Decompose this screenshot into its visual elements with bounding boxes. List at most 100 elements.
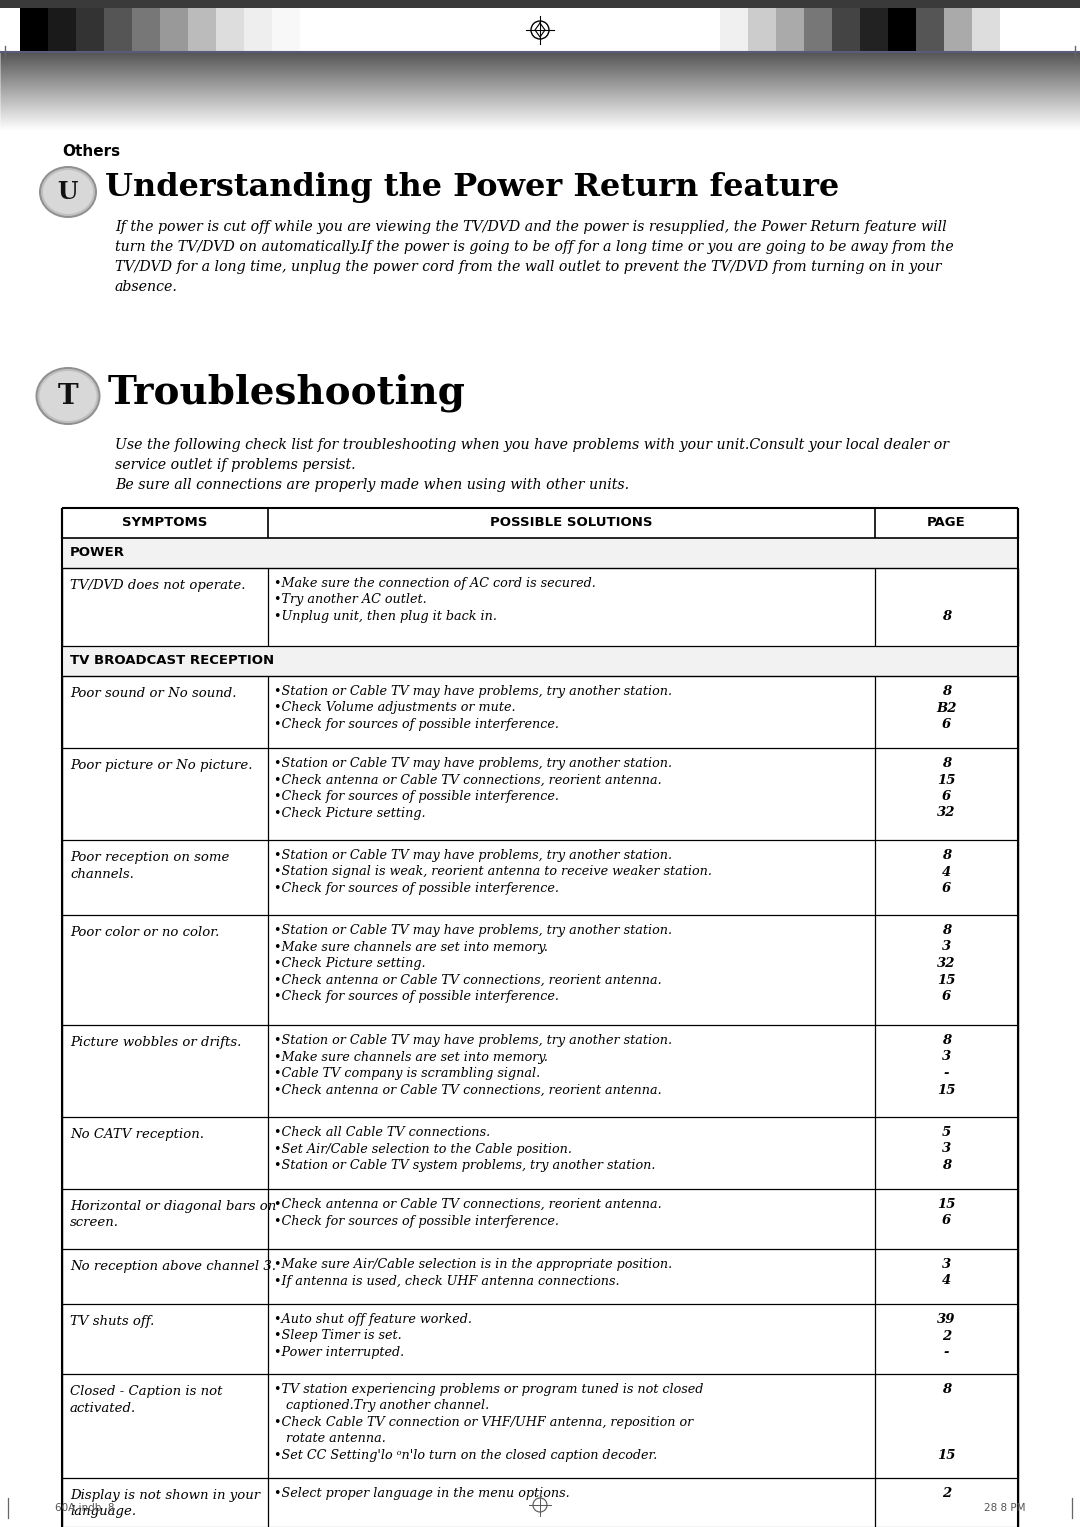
Text: No CATV reception.: No CATV reception. — [70, 1128, 204, 1141]
Bar — [160, 8, 188, 52]
Text: •Make sure channels are set into memory.: •Make sure channels are set into memory. — [273, 1051, 548, 1063]
Text: •Auto shut off feature worked.: •Auto shut off feature worked. — [273, 1313, 471, 1325]
Text: 8: 8 — [942, 757, 950, 770]
Bar — [272, 8, 300, 52]
Text: 39: 39 — [937, 1313, 956, 1325]
Bar — [944, 8, 972, 52]
Text: •Try another AC outlet.: •Try another AC outlet. — [273, 594, 427, 606]
Text: •Set Air/Cable selection to the Cable position.: •Set Air/Cable selection to the Cable po… — [273, 1142, 571, 1156]
Text: 8: 8 — [942, 1034, 950, 1048]
Bar — [76, 8, 104, 52]
Text: 8: 8 — [942, 1159, 950, 1173]
Text: Poor color or no color.: Poor color or no color. — [70, 925, 219, 939]
Text: •Station or Cable TV may have problems, try another station.: •Station or Cable TV may have problems, … — [273, 686, 672, 698]
Text: •Check for sources of possible interference.: •Check for sources of possible interfere… — [273, 989, 558, 1003]
Ellipse shape — [38, 370, 98, 423]
Text: •Power interrupted.: •Power interrupted. — [273, 1345, 404, 1359]
Bar — [832, 8, 860, 52]
Text: 28 8 PM: 28 8 PM — [984, 1503, 1025, 1513]
Text: Horizontal or diagonal bars on
screen.: Horizontal or diagonal bars on screen. — [70, 1200, 276, 1229]
Text: 2: 2 — [942, 1330, 950, 1342]
Text: SYMPTOMS: SYMPTOMS — [122, 516, 207, 530]
Text: 15: 15 — [937, 1449, 956, 1461]
Text: •Check Picture setting.: •Check Picture setting. — [273, 957, 426, 970]
Text: •Cable TV company is scrambling signal.: •Cable TV company is scrambling signal. — [273, 1067, 540, 1080]
Text: 6: 6 — [942, 1214, 950, 1228]
Text: PAGE: PAGE — [927, 516, 966, 530]
Text: 8: 8 — [942, 609, 950, 623]
Text: •Check all Cable TV connections.: •Check all Cable TV connections. — [273, 1125, 489, 1139]
Text: •Select proper language in the menu options.: •Select proper language in the menu opti… — [273, 1487, 569, 1500]
Text: Closed - Caption is not
activated.: Closed - Caption is not activated. — [70, 1385, 222, 1414]
Text: No reception above channel 3.: No reception above channel 3. — [70, 1260, 276, 1274]
Bar — [0, 0, 1080, 8]
Text: 15: 15 — [937, 774, 956, 786]
Text: Poor sound or No sound.: Poor sound or No sound. — [70, 687, 237, 699]
Text: •Set CC Setting'lo ᵒn'lo turn on the closed caption decoder.: •Set CC Setting'lo ᵒn'lo turn on the clo… — [273, 1449, 657, 1461]
Text: TV BROADCAST RECEPTION: TV BROADCAST RECEPTION — [70, 655, 274, 667]
Text: •Check antenna or Cable TV connections, reorient antenna.: •Check antenna or Cable TV connections, … — [273, 974, 661, 986]
Ellipse shape — [40, 371, 96, 421]
Text: 3: 3 — [942, 1142, 950, 1156]
Bar — [132, 8, 160, 52]
Bar — [62, 538, 1018, 568]
Text: T: T — [57, 382, 79, 409]
Bar — [748, 8, 777, 52]
Bar — [916, 8, 944, 52]
Bar — [104, 8, 132, 52]
Text: Troubleshooting: Troubleshooting — [108, 373, 465, 411]
Bar — [777, 8, 804, 52]
Text: •Check for sources of possible interference.: •Check for sources of possible interfere… — [273, 718, 558, 731]
Text: 15: 15 — [937, 1084, 956, 1096]
Text: 4: 4 — [942, 1275, 950, 1287]
Ellipse shape — [36, 366, 100, 425]
Bar — [972, 8, 1000, 52]
Text: 3: 3 — [942, 1258, 950, 1270]
Text: 6: 6 — [942, 989, 950, 1003]
Text: -: - — [944, 1345, 949, 1359]
Bar — [720, 8, 748, 52]
Text: •If antenna is used, check UHF antenna connections.: •If antenna is used, check UHF antenna c… — [273, 1275, 619, 1287]
Text: Display is not shown in your
language.: Display is not shown in your language. — [70, 1489, 260, 1518]
Bar — [860, 8, 888, 52]
Text: •Station or Cable TV may have problems, try another station.: •Station or Cable TV may have problems, … — [273, 849, 672, 863]
Text: 8: 8 — [942, 849, 950, 863]
Bar — [216, 8, 244, 52]
Text: 5: 5 — [942, 1125, 950, 1139]
Text: -: - — [944, 1067, 949, 1080]
Text: 8: 8 — [942, 924, 950, 938]
Text: •Station or Cable TV may have problems, try another station.: •Station or Cable TV may have problems, … — [273, 924, 672, 938]
Text: 3: 3 — [942, 1051, 950, 1063]
Text: 6: 6 — [942, 883, 950, 895]
Text: 32: 32 — [937, 806, 956, 820]
Ellipse shape — [41, 168, 95, 215]
Text: Use the following check list for troubleshooting when you have problems with you: Use the following check list for trouble… — [114, 438, 949, 472]
Bar — [888, 8, 916, 52]
Text: Poor picture or No picture.: Poor picture or No picture. — [70, 759, 253, 773]
Text: •Check for sources of possible interference.: •Check for sources of possible interfere… — [273, 789, 558, 803]
Bar — [188, 8, 216, 52]
Text: 32: 32 — [937, 957, 956, 970]
Ellipse shape — [43, 169, 93, 214]
Text: •Make sure channels are set into memory.: •Make sure channels are set into memory. — [273, 941, 548, 953]
Bar — [62, 646, 1018, 676]
Text: 4: 4 — [942, 866, 950, 878]
Text: •Check antenna or Cable TV connections, reorient antenna.: •Check antenna or Cable TV connections, … — [273, 774, 661, 786]
Text: •TV station experiencing problems or program tuned is not closed
   captioned.Tr: •TV station experiencing problems or pro… — [273, 1383, 703, 1412]
Bar — [804, 8, 832, 52]
Text: POWER: POWER — [70, 547, 125, 559]
Text: 15: 15 — [937, 974, 956, 986]
Text: If the power is cut off while you are viewing the TV/DVD and the power is resupp: If the power is cut off while you are vi… — [114, 220, 954, 295]
Text: •Station signal is weak, reorient antenna to receive weaker station.: •Station signal is weak, reorient antenn… — [273, 866, 712, 878]
Bar — [21, 8, 48, 52]
Text: •Make sure the connection of AC cord is secured.: •Make sure the connection of AC cord is … — [273, 577, 595, 589]
Text: 3: 3 — [942, 941, 950, 953]
Text: Be sure all connections are properly made when using with other units.: Be sure all connections are properly mad… — [114, 478, 630, 492]
Text: U: U — [57, 180, 78, 205]
Text: 2: 2 — [942, 1487, 950, 1500]
Text: B2: B2 — [936, 701, 957, 715]
Text: 6: 6 — [942, 789, 950, 803]
Text: •Make sure Air/Cable selection is in the appropriate position.: •Make sure Air/Cable selection is in the… — [273, 1258, 672, 1270]
Text: 8: 8 — [942, 686, 950, 698]
Text: 60A.indb  8: 60A.indb 8 — [55, 1503, 114, 1513]
